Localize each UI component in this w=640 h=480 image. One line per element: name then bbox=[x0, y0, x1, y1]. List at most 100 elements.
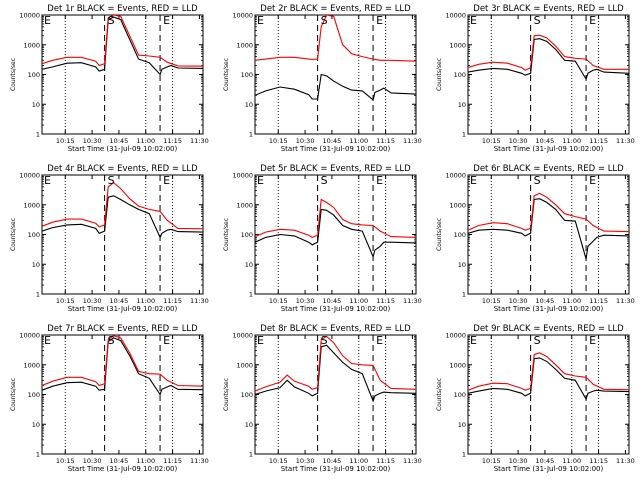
x-tick-label: 10:45 bbox=[536, 457, 555, 465]
y-tick-label: 10000 bbox=[232, 172, 253, 180]
x-axis-label: Start Time (31-Jul-09 10:02:00) bbox=[494, 305, 604, 313]
panel-title: Det 2r BLACK = Events, RED = LLD bbox=[260, 4, 411, 14]
phase-marker: E bbox=[163, 14, 170, 27]
x-tick-label: 11:00 bbox=[136, 137, 155, 145]
x-tick-label: 10:15 bbox=[482, 137, 501, 145]
phase-marker: E bbox=[589, 334, 596, 347]
detector-panel: Det 7r BLACK = Events, RED = LLD 1 10 100 10… bbox=[10, 324, 209, 473]
y-tick-label: 10 bbox=[32, 421, 40, 429]
panel-title: Det 4r BLACK = Events, RED = LLD bbox=[47, 164, 198, 174]
phase-marker: E bbox=[470, 174, 477, 187]
y-tick-label: 1 bbox=[462, 131, 466, 139]
y-tick-label: 10 bbox=[458, 421, 466, 429]
lld-series-line bbox=[42, 15, 203, 67]
events-series-line bbox=[468, 198, 629, 260]
y-tick-label: 10000 bbox=[19, 172, 40, 180]
y-axis-label: Counts/sec bbox=[223, 58, 230, 91]
y-tick-label: 100 bbox=[241, 391, 253, 399]
phase-marker: E bbox=[44, 174, 51, 187]
phase-marker: S bbox=[108, 14, 115, 27]
x-tick-label: 10:45 bbox=[110, 457, 129, 465]
x-tick-label: 11:00 bbox=[349, 137, 368, 145]
phase-marker: E bbox=[257, 174, 264, 187]
x-tick-label: 11:15 bbox=[376, 457, 395, 465]
plot-frame bbox=[254, 14, 417, 135]
phase-marker: S bbox=[534, 174, 541, 187]
y-axis-label: Counts/sec bbox=[10, 58, 17, 91]
lld-series-line bbox=[468, 352, 629, 391]
phase-marker: E bbox=[163, 334, 170, 347]
phase-marker: S bbox=[534, 14, 541, 27]
phase-marker: S bbox=[108, 174, 115, 187]
y-tick-label: 1000 bbox=[236, 361, 253, 369]
panel-title: Det 9r BLACK = Events, RED = LLD bbox=[473, 324, 624, 334]
phase-marker: E bbox=[44, 14, 51, 27]
x-axis-label: Start Time (31-Jul-09 10:02:00) bbox=[281, 305, 391, 313]
x-tick-label: 10:30 bbox=[296, 297, 315, 305]
y-tick-label: 10 bbox=[458, 261, 466, 269]
y-tick-label: 10000 bbox=[445, 12, 466, 20]
events-series-line bbox=[468, 357, 629, 401]
y-tick-label: 100 bbox=[28, 231, 40, 239]
detector-panel: Det 8r BLACK = Events, RED = LLD 1 10 100 10… bbox=[223, 324, 422, 473]
events-series-line bbox=[255, 208, 416, 259]
x-tick-label: 10:15 bbox=[482, 297, 501, 305]
phase-marker: E bbox=[376, 174, 383, 187]
y-tick-label: 1 bbox=[36, 451, 40, 459]
x-tick-label: 10:30 bbox=[83, 137, 102, 145]
plot-frame bbox=[467, 174, 630, 295]
lld-series-line bbox=[255, 198, 416, 239]
panel-title: Det 3r BLACK = Events, RED = LLD bbox=[473, 4, 624, 14]
detector-panel: Det 1r BLACK = Events, RED = LLD 1 10 100 10… bbox=[10, 4, 209, 153]
x-tick-label: 11:15 bbox=[589, 457, 608, 465]
x-tick-label: 10:15 bbox=[482, 457, 501, 465]
x-tick-label: 10:45 bbox=[536, 137, 555, 145]
events-series-line bbox=[255, 344, 416, 403]
x-tick-label: 10:45 bbox=[110, 297, 129, 305]
phase-marker: S bbox=[108, 334, 115, 347]
x-tick-label: 11:00 bbox=[136, 297, 155, 305]
x-tick-label: 11:30 bbox=[403, 137, 422, 145]
phase-marker: S bbox=[321, 334, 328, 347]
x-tick-label: 10:30 bbox=[83, 297, 102, 305]
phase-marker: E bbox=[589, 14, 596, 27]
y-tick-label: 10 bbox=[32, 261, 40, 269]
x-tick-label: 10:45 bbox=[110, 137, 129, 145]
detector-panel: Det 4r BLACK = Events, RED = LLD 1 10 100 10… bbox=[10, 164, 209, 313]
y-tick-label: 1000 bbox=[236, 201, 253, 209]
y-tick-label: 10000 bbox=[232, 332, 253, 340]
lld-series-line bbox=[255, 15, 416, 62]
y-tick-label: 10000 bbox=[232, 12, 253, 20]
x-tick-label: 10:30 bbox=[83, 457, 102, 465]
y-tick-label: 10 bbox=[245, 261, 253, 269]
phase-marker: E bbox=[376, 334, 383, 347]
x-tick-label: 10:45 bbox=[323, 457, 342, 465]
detector-panel: Det 3r BLACK = Events, RED = LLD 1 10 100 10… bbox=[436, 4, 635, 153]
y-tick-label: 100 bbox=[28, 71, 40, 79]
y-tick-label: 100 bbox=[454, 391, 466, 399]
plot-frame bbox=[41, 14, 204, 135]
plot-frame bbox=[254, 334, 417, 455]
plot-frame bbox=[467, 14, 630, 135]
x-tick-label: 10:45 bbox=[323, 137, 342, 145]
x-tick-label: 11:00 bbox=[562, 137, 581, 145]
y-tick-label: 1000 bbox=[23, 41, 40, 49]
x-tick-label: 11:15 bbox=[376, 297, 395, 305]
y-tick-label: 10 bbox=[458, 101, 466, 109]
lld-series-line bbox=[42, 335, 203, 387]
events-series-line bbox=[42, 16, 203, 76]
y-axis-label: Counts/sec bbox=[436, 218, 443, 251]
detector-panel: Det 9r BLACK = Events, RED = LLD 1 10 100 10… bbox=[436, 324, 635, 473]
x-tick-label: 11:00 bbox=[136, 457, 155, 465]
lld-series-line bbox=[255, 335, 416, 392]
x-tick-label: 11:15 bbox=[163, 297, 182, 305]
lld-series-line bbox=[468, 192, 629, 233]
plot-frame bbox=[41, 334, 204, 455]
y-axis-label: Counts/sec bbox=[436, 378, 443, 411]
y-tick-label: 10000 bbox=[19, 332, 40, 340]
x-tick-label: 11:30 bbox=[190, 137, 209, 145]
y-tick-label: 1 bbox=[36, 131, 40, 139]
x-axis-label: Start Time (31-Jul-09 10:02:00) bbox=[494, 145, 604, 153]
x-tick-label: 10:15 bbox=[56, 297, 75, 305]
